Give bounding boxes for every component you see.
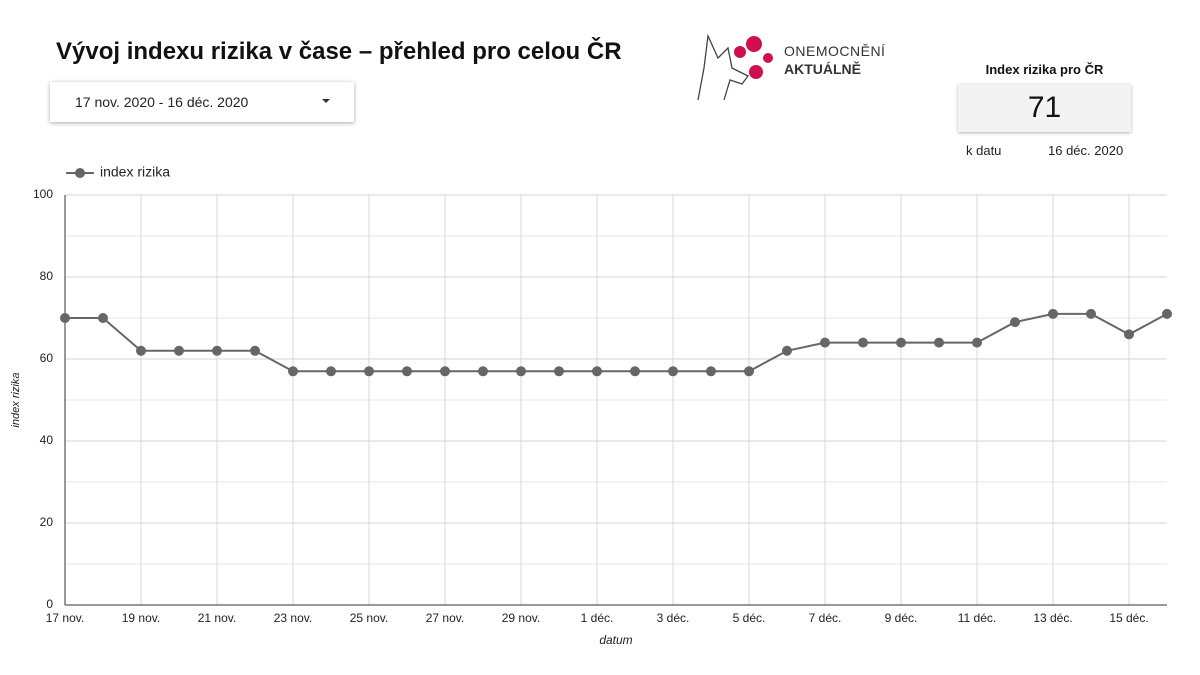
data-point [1086,308,1096,319]
x-tick-label: 21 nov. [198,611,236,625]
series-line [65,312,1168,373]
x-tick-label: 3 déc. [657,611,690,625]
x-tick-label: 1 déc. [581,611,614,625]
x-tick-label: 11 déc. [958,611,996,625]
data-point [1162,308,1172,319]
x-tick-label: 7 déc. [809,611,842,625]
data-point [1048,308,1058,319]
data-point [934,337,944,348]
scorecard-value: 71 [958,84,1131,132]
data-point [858,337,868,348]
data-point [136,345,146,356]
x-tick-label: 27 nov. [426,611,464,625]
data-point [402,366,412,377]
data-point [326,366,336,377]
data-point [782,345,792,356]
data-point [364,366,374,377]
dropdown-arrow [322,99,330,103]
data-point [212,345,222,356]
x-tick-label: 19 nov. [122,611,160,625]
data-point [1010,317,1020,328]
page-title: Vývoj indexu rizika v čase – přehled pro… [56,38,622,65]
data-point [60,313,70,323]
y-axis-title: index rizika [10,372,22,427]
data-point [630,366,640,377]
y-tick-label: 100 [33,187,53,201]
date-range-text: 17 nov. 2020 - 16 déc. 2020 [75,94,249,110]
y-tick-label: 40 [40,433,54,447]
data-point [820,337,830,348]
chart: index rizika datum index rizika 0 20 40 60 8… [10,164,1172,647]
data-point [250,345,260,356]
data-point [706,366,716,377]
x-tick-label: 17 nov. [46,611,84,625]
y-tick-label: 80 [40,269,54,283]
x-tick-label: 5 déc. [733,611,766,625]
data-point [744,366,754,377]
data-point [972,337,982,348]
x-tick-label: 23 nov. [274,611,312,625]
scorecard-date-label: k datu [966,143,1002,158]
date-range-dropdown[interactable]: 17 nov. 2020 - 16 déc. 2020 [50,82,354,122]
data-point [896,337,906,348]
data-point [288,366,298,377]
legend-label: index rizika [100,164,170,180]
data-point [1124,329,1134,340]
x-tick-label: 15 déc. [1109,611,1148,625]
scorecard-date: 16 déc. 2020 [1048,143,1124,158]
data-point [98,313,108,323]
data-point [440,366,450,377]
x-tick-label: 9 déc. [885,611,918,625]
data-point [668,366,678,377]
x-axis-title: datum [599,633,632,647]
y-tick-label: 20 [40,515,54,529]
legend-marker [75,168,85,178]
data-point [174,345,184,356]
y-tick-label: 60 [40,351,54,365]
logo-line1: ONEMOCNĚNÍ [784,43,886,59]
data-point [516,366,526,377]
x-tick-label: 13 déc. [1033,611,1072,625]
x-tick-label: 29 nov. [502,611,540,625]
logo-line2: AKTUÁLNĚ [784,61,861,77]
logo-icon [697,33,773,101]
x-tick-label: 25 nov. [350,611,388,625]
data-point [592,366,602,377]
data-point [478,366,488,377]
data-point [554,366,564,377]
y-tick-label: 0 [46,597,53,611]
scorecard-title: Index rizika pro ČR [985,62,1104,77]
